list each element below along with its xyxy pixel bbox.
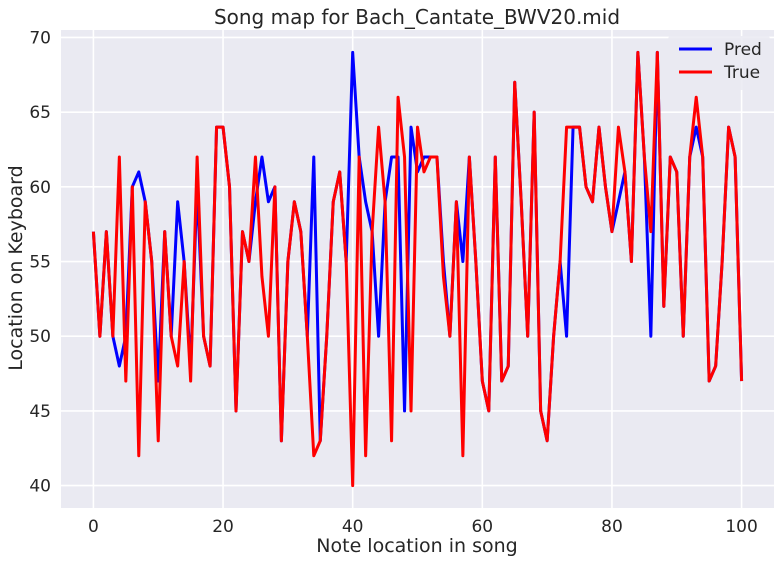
- x-axis-ticks: 0 20 40 60 80 100: [88, 517, 758, 537]
- y-tick-label: 65: [29, 103, 51, 123]
- y-tick-label: 70: [29, 28, 51, 48]
- y-tick-label: 55: [29, 253, 51, 273]
- x-tick-label: 100: [725, 517, 757, 537]
- x-axis-label: Note location in song: [316, 535, 517, 557]
- y-axis-ticks: 40 45 50 55 60 65 70: [29, 28, 51, 496]
- x-tick-label: 80: [601, 517, 623, 537]
- y-tick-label: 40: [29, 477, 51, 497]
- y-tick-label: 45: [29, 402, 51, 422]
- series-line-true: [91, 50, 744, 488]
- legend-label-pred: Pred: [724, 40, 762, 60]
- y-tick-label: 60: [29, 178, 51, 198]
- x-tick-label: 40: [342, 517, 364, 537]
- series-layer: [91, 50, 744, 488]
- y-tick-label: 50: [29, 327, 51, 347]
- y-axis-label: Location on Keyboard: [5, 165, 27, 370]
- x-tick-label: 20: [212, 517, 234, 537]
- x-tick-label: 60: [471, 517, 493, 537]
- x-tick-label: 0: [88, 517, 99, 537]
- legend-label-true: True: [723, 63, 760, 83]
- legend: Pred True: [668, 36, 770, 90]
- chart-title: Song map for Bach_Cantate_BWV20.mid: [214, 5, 620, 29]
